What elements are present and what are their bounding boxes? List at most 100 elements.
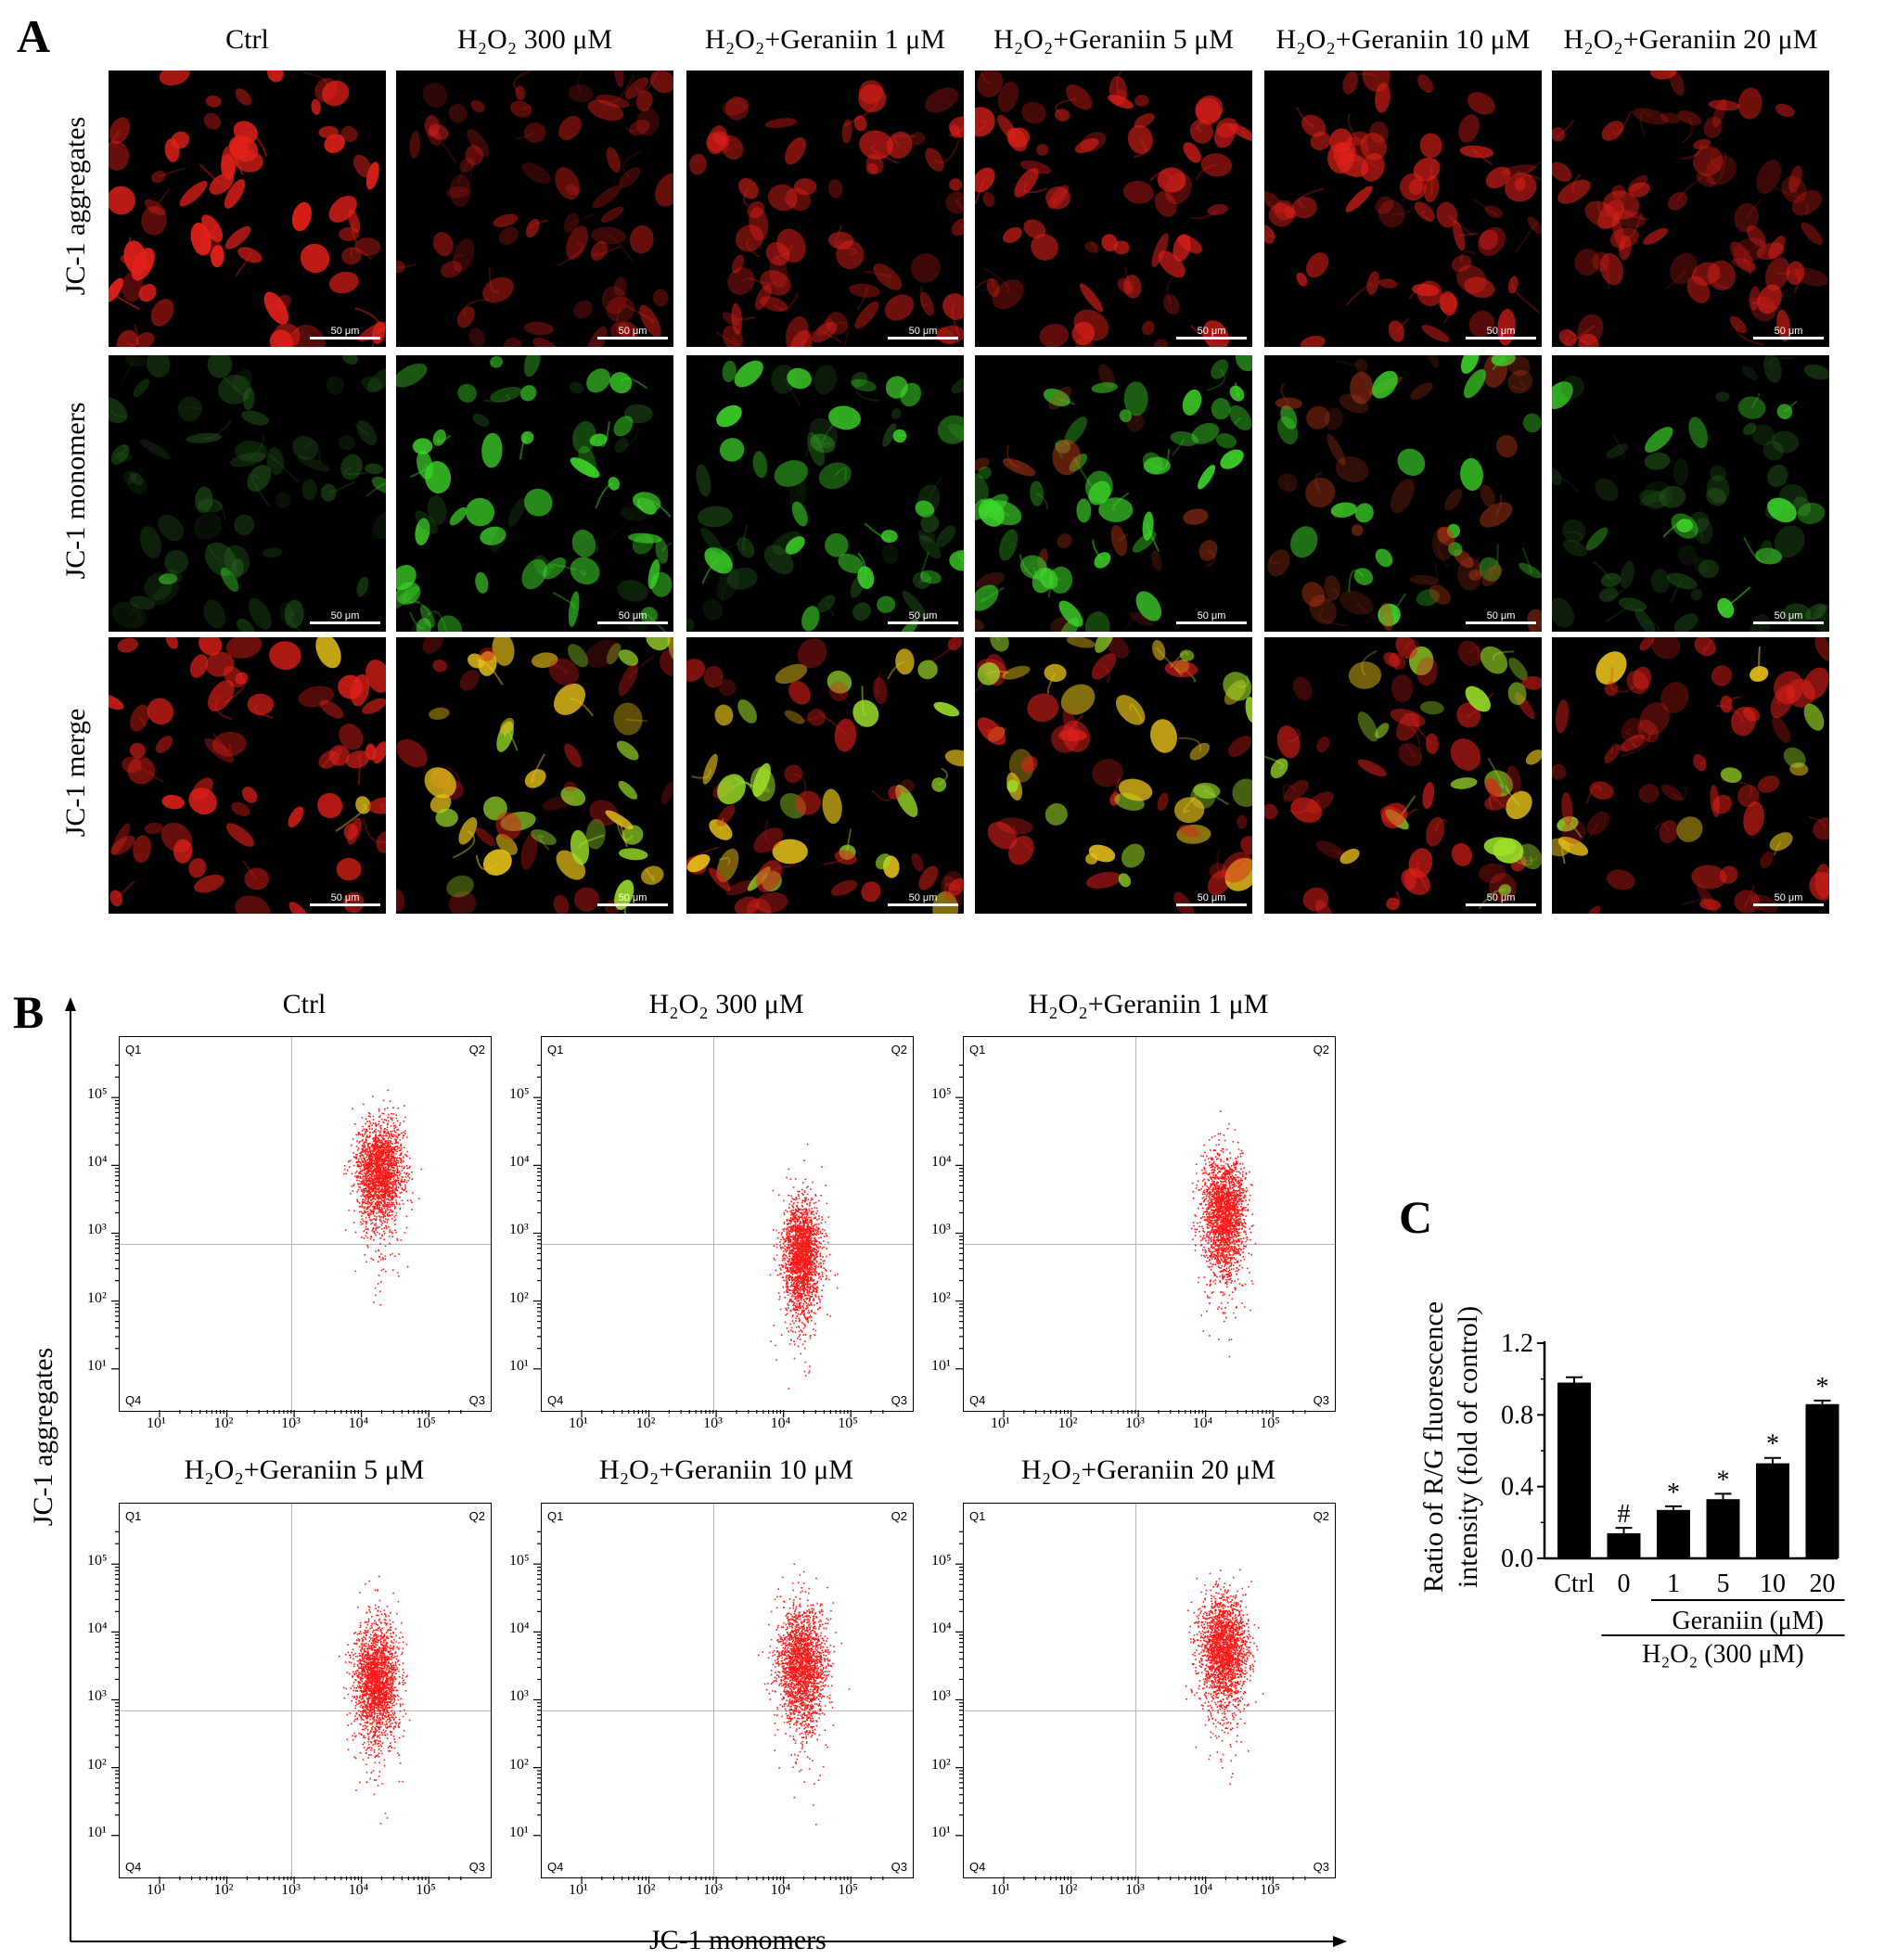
quadrant-label: Q3 [891,1393,907,1407]
flow-y-tick-label: 10² [931,1289,951,1306]
flow-plot-title: H₂O₂ 300 μM [648,989,804,1019]
quadrant-label: Q4 [547,1860,564,1874]
micrograph-image: 50 μm [975,637,1252,914]
flow-x-tick-label: 10¹ [991,1882,1010,1898]
flow-x-tick-label: 10³ [281,1416,301,1431]
bar [1706,1499,1740,1558]
scale-bar-label: 50 μm [908,610,938,621]
flow-y-tick-label: 10² [87,1289,107,1306]
significance-marker: # [1618,1500,1631,1529]
flow-y-tick-label: 10³ [509,1222,529,1238]
flow-cytometry-plot: Q1 Q2 Q3 Q4 [541,1503,914,1878]
quadrant-label: Q4 [969,1393,986,1407]
flow-x-tick-label: 10¹ [147,1416,166,1431]
flow-x-tick-label: 10¹ [147,1882,166,1898]
scale-bar: 50 μm [310,326,380,339]
micrograph-column-title: H₂O₂+Geraniin 1 μM [705,24,945,55]
quadrant-label: Q1 [969,1509,986,1523]
quadrant-label: Q3 [468,1860,485,1874]
micrograph-image: 50 μm [396,355,673,632]
scale-bar-label: 50 μm [1197,610,1226,621]
flow-x-tick-label: 10¹ [569,1882,588,1898]
bar [1805,1403,1839,1558]
x-tick-label: 5 [1717,1569,1730,1598]
scale-bar: 50 μm [310,610,380,624]
flow-x-tick-label: 10³ [703,1416,723,1431]
flow-x-tick-label: 10² [1057,1416,1078,1431]
scale-bar-line [888,337,958,339]
x-tick-label: 10 [1760,1569,1786,1598]
scale-bar: 50 μm [1753,892,1824,906]
panel-letter-b: B [13,986,45,1038]
scale-bar: 50 μm [597,610,668,624]
flow-x-tick-label: 10³ [1125,1416,1145,1431]
quadrant-label: Q1 [969,1043,986,1057]
y-tick-label: 0.0 [1501,1544,1533,1573]
micrograph-image: 50 μm [975,70,1252,347]
quadrant-label: Q1 [547,1509,564,1523]
quadrant-label: Q2 [891,1043,907,1057]
scale-bar: 50 μm [1176,892,1247,906]
flow-x-tick-label: 10³ [703,1882,723,1898]
scale-bar: 50 μm [1466,326,1536,339]
scale-bar: 50 μm [1753,610,1824,624]
flow-x-tick-label: 10¹ [569,1416,588,1431]
scale-bar: 50 μm [1753,326,1824,339]
scale-bar-line [310,337,380,339]
flow-x-tick-label: 10⁴ [770,1416,791,1431]
flow-y-tick-label: 10⁵ [87,1086,108,1103]
flow-y-tick-label: 10² [509,1289,529,1306]
scale-bar-line [1466,621,1536,624]
flow-y-tick-label: 10² [87,1756,107,1773]
micrograph-image: 50 μm [396,637,673,914]
significance-marker: * [1816,1373,1829,1402]
scale-bar-line [888,621,958,624]
flow-y-tick-label: 10¹ [87,1357,107,1374]
micrograph-image: 50 μm [109,70,386,347]
micrograph-image: 50 μm [1264,70,1542,347]
scale-bar-label: 50 μm [908,326,938,337]
bar [1657,1509,1690,1558]
scale-bar-label: 50 μm [618,892,647,903]
quadrant-label: Q4 [125,1393,142,1407]
micrograph-image: 50 μm [396,70,673,347]
flow-y-tick-label: 10⁴ [509,1621,530,1637]
quadrant-label: Q4 [547,1393,564,1407]
y-tick-label: 1.2 [1501,1329,1533,1358]
scale-bar: 50 μm [1176,326,1247,339]
flow-cytometry-plot: Q1 Q2 Q3 Q4 [119,1503,492,1878]
micrograph-column-title: Ctrl [225,24,269,55]
micrograph-image: 50 μm [109,355,386,632]
scale-bar-label: 50 μm [330,326,360,337]
flow-y-tick-label: 10⁵ [87,1553,108,1569]
x-tick-label: 0 [1618,1569,1631,1598]
quadrant-label: Q2 [891,1509,907,1523]
scale-bar-label: 50 μm [1486,892,1516,903]
x-tick-label: Ctrl [1554,1569,1595,1598]
scale-bar-label: 50 μm [908,892,938,903]
flow-y-tick-label: 10⁴ [87,1154,108,1171]
flow-axes [65,997,1347,1947]
flow-x-tick-label: 10⁴ [348,1416,369,1431]
micrograph-image: 50 μm [1264,637,1542,914]
flow-y-tick-label: 10² [931,1756,951,1773]
flow-x-tick-label: 10⁴ [1192,1882,1213,1898]
micrograph-column-title: H₂O₂+Geraniin 10 μM [1275,24,1531,55]
flow-y-tick-label: 10² [509,1756,529,1773]
flow-x-tick-label: 10⁵ [416,1416,436,1431]
quadrant-label: Q2 [468,1509,485,1523]
scale-bar: 50 μm [597,892,668,906]
micrograph-image: 50 μm [109,637,386,914]
flow-x-tick-label: 10² [635,1882,656,1898]
scale-bar: 50 μm [310,892,380,906]
quadrant-label: Q3 [1313,1860,1329,1874]
flow-y-tick-label: 10³ [931,1688,951,1705]
scale-bar-line [597,621,668,624]
scale-bar-line [597,337,668,339]
micrograph-column-title: H₂O₂ 300 μM [456,24,612,55]
flow-y-tick-label: 10⁵ [509,1553,530,1569]
quadrant-label: Q3 [1313,1393,1329,1407]
flow-y-tick-label: 10³ [87,1688,107,1705]
quadrant-label: Q2 [1313,1509,1329,1523]
y-axis-label-line2: intensity (fold of control) [1453,1306,1483,1588]
